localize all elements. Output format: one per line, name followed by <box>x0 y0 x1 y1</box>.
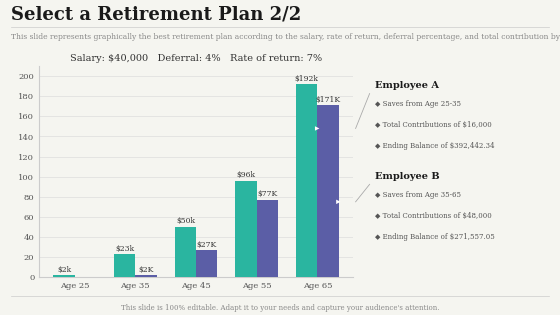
Text: Employee A: Employee A <box>375 81 438 90</box>
Text: $96k: $96k <box>236 171 255 179</box>
Text: $2K: $2K <box>138 266 153 274</box>
Text: ◆ Ending Balance of $392,442.34: ◆ Ending Balance of $392,442.34 <box>375 142 494 150</box>
Text: $171K: $171K <box>315 96 340 104</box>
Text: ◆ Total Contributions of $48,000: ◆ Total Contributions of $48,000 <box>375 212 491 220</box>
Bar <box>318 105 339 277</box>
Bar <box>235 181 256 277</box>
Bar <box>136 275 157 277</box>
Text: ◆ Saves from Age 25-35: ◆ Saves from Age 25-35 <box>375 100 460 108</box>
Text: ◆ Total Contributions of $16,000: ◆ Total Contributions of $16,000 <box>375 121 491 129</box>
Text: Employee B: Employee B <box>375 172 439 181</box>
Bar <box>296 84 318 277</box>
Bar <box>256 200 278 277</box>
Text: ◆ Ending Balance of $271,557.05: ◆ Ending Balance of $271,557.05 <box>375 233 494 241</box>
Title: Salary: $40,000   Deferral: 4%   Rate of return: 7%: Salary: $40,000 Deferral: 4% Rate of ret… <box>70 54 322 63</box>
Text: $50k: $50k <box>176 217 195 226</box>
Text: This slide is 100% editable. Adapt it to your needs and capture your audience's : This slide is 100% editable. Adapt it to… <box>121 304 439 312</box>
Text: $27K: $27K <box>197 241 217 249</box>
Text: $77K: $77K <box>257 190 277 198</box>
Text: $2k: $2k <box>57 266 71 274</box>
Text: $23k: $23k <box>115 244 134 253</box>
Text: $192k: $192k <box>295 75 319 83</box>
Text: ◆ Saves from Age 35-65: ◆ Saves from Age 35-65 <box>375 191 460 199</box>
Bar <box>196 250 217 277</box>
Bar <box>53 275 74 277</box>
Text: This slide represents graphically the best retirement plan according to the sala: This slide represents graphically the be… <box>11 33 560 41</box>
Bar <box>175 227 196 277</box>
Text: Select a Retirement Plan 2/2: Select a Retirement Plan 2/2 <box>11 6 301 24</box>
Bar <box>114 254 136 277</box>
